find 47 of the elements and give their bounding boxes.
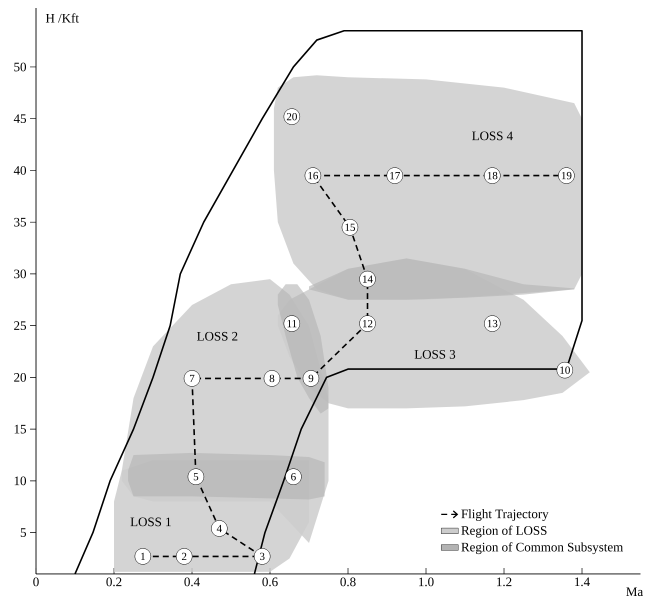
annotation: 10 xyxy=(560,366,570,374)
annotation: LOSS 1 xyxy=(130,518,171,526)
y-tick-label: 25 xyxy=(14,321,26,330)
x-tick-label: 0.8 xyxy=(340,578,356,586)
x-axis-title: Ma xyxy=(626,587,643,596)
annotation: 15 xyxy=(345,224,356,232)
y-tick-label: 50 xyxy=(14,62,26,72)
x-tick-label: 0.2 xyxy=(106,578,122,586)
x-tick-label: 0.6 xyxy=(262,578,278,586)
y-tick-label: 35 xyxy=(14,218,26,227)
legend-label: Region of Common Subsystem xyxy=(461,542,624,554)
x-tick-label: 1.2 xyxy=(497,578,512,586)
annotation: 19 xyxy=(562,172,572,180)
annotation: LOSS 3 xyxy=(414,350,456,359)
annotation: 13 xyxy=(488,320,498,328)
annotation: 14 xyxy=(363,275,373,283)
annotation: 16 xyxy=(308,172,318,180)
annotation: 18 xyxy=(488,172,498,180)
annotation: 7 xyxy=(190,374,194,382)
y-tick-label: 20 xyxy=(14,373,26,382)
x-tick-label: 1.0 xyxy=(419,578,434,586)
annotation: 3 xyxy=(260,552,265,560)
annotation: 17 xyxy=(390,172,400,180)
annotation: 11 xyxy=(288,320,296,328)
annotation: 12 xyxy=(363,320,372,328)
y-tick-label: 15 xyxy=(14,424,26,434)
y-tick-label: 10 xyxy=(14,476,26,486)
annotation: LOSS 2 xyxy=(197,332,238,341)
x-tick-label: 1.4 xyxy=(575,578,590,586)
annotation: 8 xyxy=(270,374,274,382)
y-axis-title: H /Kft xyxy=(46,13,79,23)
annotation: 2 xyxy=(182,552,186,560)
y-tick-label: 30 xyxy=(14,270,26,278)
legend-label: Flight Trajectory xyxy=(461,509,549,521)
annotation: 1 xyxy=(141,552,145,560)
annotation: LOSS 4 xyxy=(472,132,513,140)
annotation: 4 xyxy=(216,524,222,532)
annotation: 6 xyxy=(291,473,296,480)
y-tick-label: 5 xyxy=(20,528,26,537)
annotation: 20 xyxy=(286,112,297,120)
legend-label: Region of LOSS xyxy=(461,526,547,538)
x-tick-label: 0 xyxy=(33,578,39,586)
x-tick-label: 0.4 xyxy=(184,578,200,586)
annotation: 9 xyxy=(308,374,314,382)
y-tick-label: 40 xyxy=(14,166,26,175)
annotation: 5 xyxy=(194,473,198,480)
y-tick-label: 45 xyxy=(14,114,26,124)
